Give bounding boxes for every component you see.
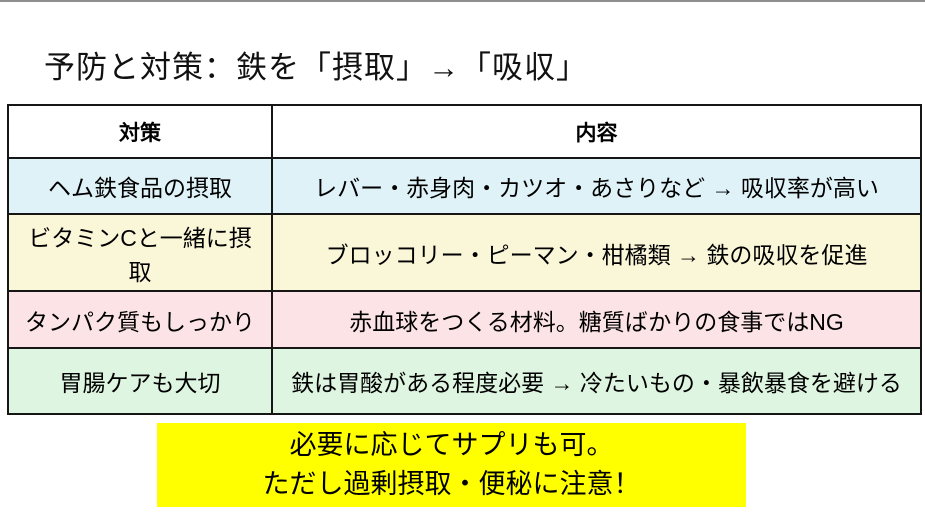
content-cell: 赤血球をつくる材料。糖質ばかりの食事ではNG bbox=[271, 290, 922, 349]
table-row: 胃腸ケアも大切 鉄は胃酸がある程度必要 → 冷たいもの・暴飲暴食を避ける bbox=[7, 347, 922, 415]
top-border-line bbox=[0, 0, 925, 2]
countermeasure-table: 対策 内容 ヘム鉄食品の摂取 レバー・赤身肉・カツオ・あさりなど → 吸収率が高… bbox=[7, 104, 922, 415]
supplement-note: 必要に応じてサプリも可。 ただし過剰摂取・便秘に注意！ bbox=[157, 423, 746, 507]
measure-cell: タンパク質もしっかり bbox=[7, 290, 273, 349]
measure-cell: ビタミンCと一緒に摂取 bbox=[7, 213, 273, 292]
content-cell: レバー・赤身肉・カツオ・あさりなど → 吸収率が高い bbox=[271, 157, 922, 215]
header-cell-content: 内容 bbox=[271, 104, 922, 159]
table-row: タンパク質もしっかり 赤血球をつくる材料。糖質ばかりの食事ではNG bbox=[7, 290, 922, 349]
note-line-1: 必要に応じてサプリも可。 bbox=[289, 430, 614, 460]
measure-cell: 胃腸ケアも大切 bbox=[7, 347, 273, 415]
measure-cell: ヘム鉄食品の摂取 bbox=[7, 157, 273, 215]
note-line-2: ただし過剰摂取・便秘に注意！ bbox=[262, 469, 641, 499]
content-cell: 鉄は胃酸がある程度必要 → 冷たいもの・暴飲暴食を避ける bbox=[271, 347, 922, 415]
table-row: ビタミンCと一緒に摂取 ブロッコリー・ピーマン・柑橘類 → 鉄の吸収を促進 bbox=[7, 213, 922, 292]
content-cell: ブロッコリー・ピーマン・柑橘類 → 鉄の吸収を促進 bbox=[271, 213, 922, 292]
header-cell-measure: 対策 bbox=[7, 104, 273, 159]
table-header-row: 対策 内容 bbox=[7, 104, 922, 159]
page-title: 予防と対策：鉄を「摂取」→「吸収」 bbox=[44, 50, 588, 85]
table-row: ヘム鉄食品の摂取 レバー・赤身肉・カツオ・あさりなど → 吸収率が高い bbox=[7, 157, 922, 215]
